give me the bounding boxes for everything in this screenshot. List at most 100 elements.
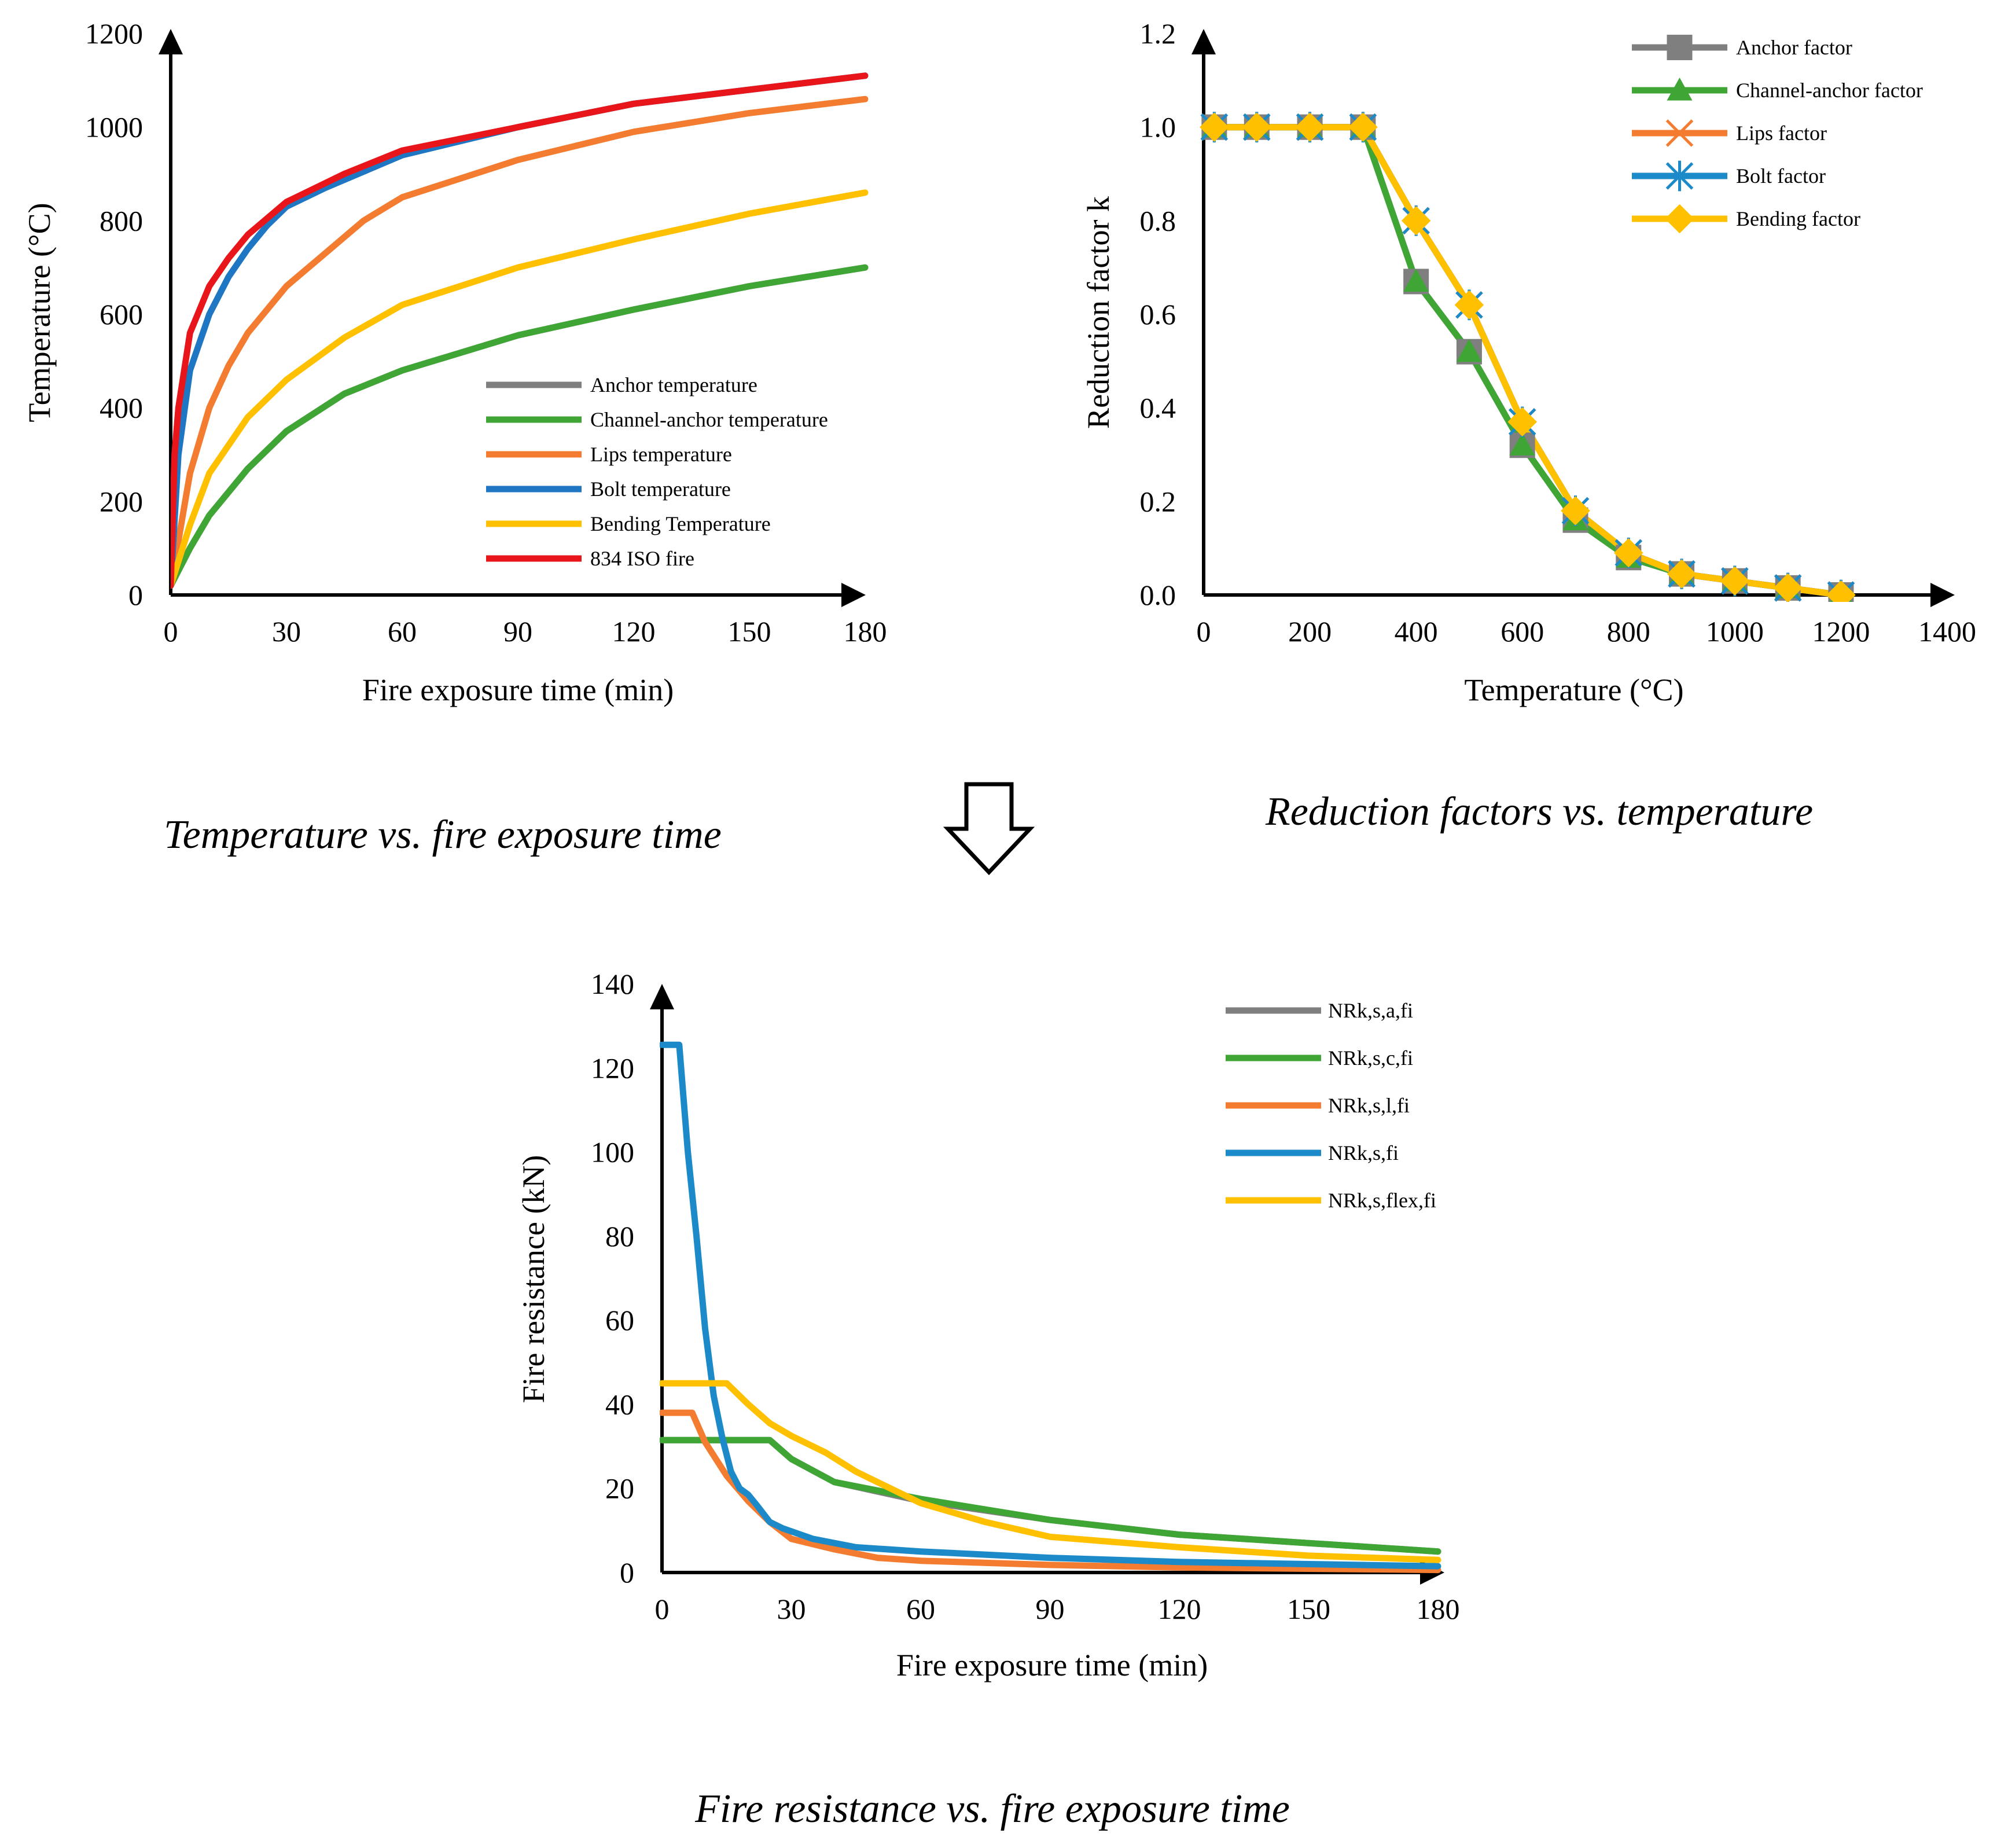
series-line-3 <box>171 72 869 589</box>
legend-marker <box>1667 35 1693 60</box>
legend-label: Anchor temperature <box>590 373 757 396</box>
chart1-x-axis-title: Fire exposure time (min) <box>362 673 674 707</box>
fire-resistance-chart: 0 30 60 90 120 150 180 0 20 40 60 80 100 120 140 Fire… <box>516 968 1460 1831</box>
x-tick-label: 0 <box>164 615 178 648</box>
y-tick-label: 100 <box>591 1136 634 1169</box>
y-tick-label: 120 <box>591 1052 634 1084</box>
legend-label: Channel-anchor temperature <box>590 408 828 431</box>
chart2-legend: Anchor factor Channel-anchor factor Lips f… <box>1632 35 1923 234</box>
y-tick-label: 600 <box>100 298 143 330</box>
y-tick-label: 0.2 <box>1140 485 1176 517</box>
x-tick-label: 120 <box>1158 1593 1201 1625</box>
legend-label: NRk,s,fi <box>1328 1141 1399 1164</box>
x-tick-label: 180 <box>844 615 887 648</box>
legend-label: Bolt temperature <box>590 477 731 501</box>
x-tick-label: 0 <box>655 1593 670 1625</box>
legend-marker <box>1665 204 1694 234</box>
y-tick-label: 140 <box>591 968 634 1000</box>
y-tick-label: 40 <box>605 1388 634 1420</box>
x-tick-label: 90 <box>1036 1593 1065 1625</box>
x-tick-label: 0 <box>1197 615 1211 648</box>
series-line-1 <box>1211 124 1844 598</box>
y-tick-label: 0 <box>620 1556 634 1589</box>
chart3-x-axis-title: Fire exposure time (min) <box>896 1648 1208 1682</box>
reduction-factors-chart: 0 200 400 600 800 1000 1200 1400 0.0 0.2 0.4 0.6 0.… <box>1081 17 1976 834</box>
legend-marker <box>1665 119 1694 147</box>
series-line-4 <box>660 1380 1441 1563</box>
legend-label: 834 ISO fire <box>590 547 694 570</box>
legend-label: Lips temperature <box>590 443 732 466</box>
data-point-marker <box>1826 580 1856 602</box>
x-tick-label: 30 <box>272 615 301 648</box>
data-point-marker <box>1509 432 1535 455</box>
series-line-2 <box>171 95 869 589</box>
x-tick-label: 200 <box>1288 615 1332 648</box>
x-tick-label: 60 <box>388 615 417 648</box>
legend-label: Bending Temperature <box>590 512 771 535</box>
data-point-marker <box>1720 566 1750 596</box>
chart3-caption: Fire resistance vs. fire exposure time <box>694 1787 1290 1831</box>
y-tick-label: 1.0 <box>1140 111 1176 144</box>
series-line-4 <box>171 189 869 589</box>
legend-label: Anchor factor <box>1736 36 1852 59</box>
x-tick-label: 150 <box>728 615 771 648</box>
legend-label: NRk,s,c,fi <box>1328 1046 1413 1070</box>
chart2-x-axis-title: Temperature (°C) <box>1464 673 1683 707</box>
data-point-marker <box>1561 496 1590 526</box>
chart2-y-axis-title: Reduction factor k <box>1081 196 1116 429</box>
data-point-marker <box>1454 290 1484 320</box>
x-tick-label: 180 <box>1417 1593 1460 1625</box>
legend-label: Bolt factor <box>1736 164 1826 188</box>
series-line-3 <box>660 1041 1441 1570</box>
chart3-legend: NRk,s,a,fi NRk,s,c,fi NRk,s,l,fi NRk,s,fi NR… <box>1226 999 1436 1212</box>
series-line-2 <box>660 1409 1441 1574</box>
y-tick-label: 400 <box>100 392 143 424</box>
y-tick-label: 20 <box>605 1472 634 1505</box>
chart2-y-axis-arrow <box>1191 29 1216 54</box>
chart1-legend: Anchor temperature Channel-anchor tempera… <box>486 373 828 570</box>
y-tick-label: 0.6 <box>1140 298 1176 330</box>
data-point-marker <box>1295 112 1325 142</box>
chart1-y-axis-arrow <box>159 29 183 54</box>
data-point-marker <box>1348 112 1378 142</box>
series-line-5 <box>171 72 869 589</box>
data-point-marker <box>1403 269 1429 292</box>
x-tick-label: 1200 <box>1812 615 1870 648</box>
chart3-y-axis-arrow <box>650 984 674 1009</box>
y-tick-label: 80 <box>605 1220 634 1252</box>
data-point-marker <box>1773 573 1803 602</box>
y-tick-label: 0.8 <box>1140 204 1176 237</box>
y-tick-label: 0.0 <box>1140 579 1176 611</box>
series-line-2 <box>1211 124 1844 598</box>
legend-marker <box>1667 78 1693 101</box>
y-tick-label: 200 <box>100 485 143 517</box>
chart2-x-axis-arrow <box>1930 583 1955 607</box>
legend-label: Lips factor <box>1736 122 1827 145</box>
x-tick-label: 400 <box>1395 615 1438 648</box>
series-line-1 <box>171 264 869 589</box>
chart1-y-axis-title: Temperature (°C) <box>22 203 57 422</box>
x-tick-label: 120 <box>612 615 656 648</box>
y-tick-label: 800 <box>100 204 143 237</box>
data-point-marker <box>1613 538 1643 568</box>
data-point-marker <box>1667 559 1697 589</box>
y-tick-label: 60 <box>605 1304 634 1336</box>
x-tick-label: 150 <box>1287 1593 1330 1625</box>
series-line-3 <box>1211 124 1844 598</box>
data-point-marker <box>1242 112 1272 142</box>
y-tick-label: 1200 <box>85 17 143 50</box>
x-tick-label: 600 <box>1500 615 1544 648</box>
y-tick-label: 1.2 <box>1140 17 1176 50</box>
y-tick-label: 1000 <box>85 111 143 144</box>
legend-label: NRk,s,a,fi <box>1328 999 1413 1022</box>
data-point-marker <box>1456 339 1482 362</box>
data-point-marker <box>1401 206 1431 236</box>
chart3-y-axis-title: Fire resistance (kN) <box>516 1155 551 1404</box>
chart2-caption: Reduction factors vs. temperature <box>1265 789 1813 834</box>
legend-label: NRk,s,flex,fi <box>1328 1189 1436 1212</box>
x-tick-label: 60 <box>906 1593 935 1625</box>
legend-label: Channel-anchor factor <box>1736 79 1923 102</box>
x-tick-label: 90 <box>503 615 532 648</box>
data-point-marker <box>1507 407 1538 437</box>
